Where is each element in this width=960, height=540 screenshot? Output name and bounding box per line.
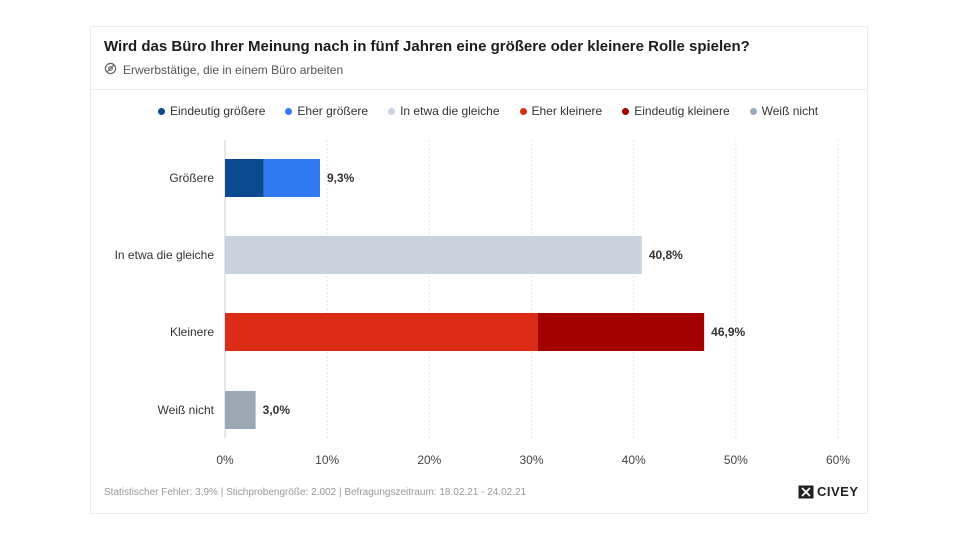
- logo-text: CIVEY: [817, 484, 859, 499]
- bar-segment: [225, 236, 642, 274]
- legend-item[interactable]: Weiß nicht: [749, 104, 819, 118]
- bar-segment: [225, 313, 538, 351]
- civey-logo-icon: [798, 485, 814, 498]
- subtitle-text: Erwerbstätige, die in einem Büro arbeite…: [123, 63, 344, 77]
- legend-swatch: [749, 107, 757, 115]
- legend-label: Eindeutig kleinere: [634, 104, 730, 118]
- legend-swatch: [158, 107, 165, 115]
- civey-logo[interactable]: CIVEY: [798, 484, 859, 499]
- chart-legend: Eindeutig größere Eher größere In etwa die…: [158, 104, 838, 118]
- legend-label: Eindeutig größere: [170, 104, 266, 118]
- data-label: 40,8%: [649, 248, 683, 262]
- x-tick-label: 20%: [417, 453, 441, 467]
- chart-footer-note: Statistischer Fehler: 3,9% | Stichproben…: [104, 487, 527, 498]
- category-label: Kleinere: [170, 325, 214, 339]
- data-label: 9,3%: [327, 171, 355, 185]
- legend-item[interactable]: In etwa die gleiche: [388, 104, 500, 118]
- bar-segment: [537, 313, 705, 351]
- data-label: 46,9%: [711, 325, 745, 339]
- category-label: Weiß nicht: [158, 403, 215, 417]
- x-tick-label: 0%: [216, 453, 234, 467]
- bar-segment: [225, 159, 264, 197]
- category-label: Größere: [169, 171, 214, 185]
- category-label: In etwa die gleiche: [115, 248, 215, 262]
- legend-item[interactable]: Eher kleinere: [519, 104, 603, 118]
- bar-segment: [225, 391, 256, 429]
- chart-title: Wird das Büro Ihrer Meinung nach in fünf…: [104, 38, 750, 55]
- x-tick-label: 10%: [315, 453, 339, 467]
- legend-swatch: [622, 107, 630, 115]
- chart-subtitle: Erwerbstätige, die in einem Büro arbeite…: [104, 62, 343, 78]
- legend-label: Eher größere: [297, 104, 369, 118]
- legend-item[interactable]: Eindeutig kleinere: [622, 104, 730, 118]
- legend-item[interactable]: Eher größere: [285, 104, 368, 118]
- legend-label: Weiß nicht: [761, 104, 819, 118]
- legend-swatch: [519, 107, 527, 115]
- legend-swatch: [388, 107, 396, 115]
- legend-swatch: [285, 107, 293, 115]
- x-tick-label: 50%: [724, 453, 748, 467]
- header-divider: [90, 89, 868, 90]
- legend-item[interactable]: Eindeutig größere: [158, 104, 265, 118]
- x-tick-label: 40%: [622, 453, 646, 467]
- bar-segment: [263, 159, 321, 197]
- audience-icon: [104, 62, 117, 78]
- legend-label: Eher kleinere: [531, 104, 603, 118]
- x-tick-label: 30%: [519, 453, 543, 467]
- data-label: 3,0%: [263, 403, 291, 417]
- x-tick-label: 60%: [826, 453, 850, 467]
- legend-label: In etwa die gleiche: [400, 104, 500, 118]
